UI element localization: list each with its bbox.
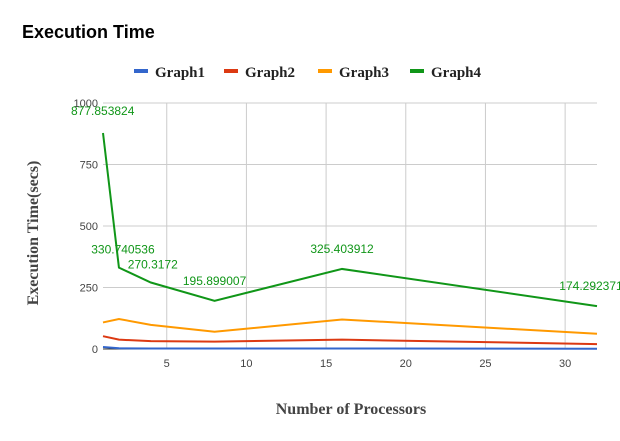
x-tick-label: 10 [240,358,252,370]
y-axis-title: Execution Time(secs) [25,161,42,306]
gridlines [103,102,597,350]
data-label: 270.3172 [128,258,178,272]
x-tick-label: 25 [479,358,491,370]
legend-label: Graph4 [431,65,482,81]
legend-label: Graph1 [155,65,205,81]
legend-label: Graph2 [245,65,295,81]
chart-title: Execution Time [22,22,155,42]
data-label: 330.740536 [91,243,155,257]
x-tick-label: 5 [164,358,170,370]
legend-label: Graph3 [339,65,389,81]
x-axis-title: Number of Processors [276,401,427,418]
series-line-graph3 [102,317,598,335]
legend: Graph1 Graph2 Graph3 Graph4 [134,65,482,81]
x-tick-label: 30 [559,358,571,370]
data-label: 195.899007 [183,274,247,288]
series-line-graph1 [102,346,598,350]
x-tick-labels: 5 10 15 20 25 30 [164,358,572,370]
x-tick-label: 20 [400,358,412,370]
series-line-graph4 [102,132,598,308]
data-label: 877.853824 [71,104,135,118]
series-line-graph2 [102,335,598,346]
y-tick-label: 250 [80,283,98,295]
data-label: 174.292371 [559,279,620,293]
y-tick-label: 500 [80,221,98,233]
y-tick-label: 1000 [74,98,98,110]
series-lines [102,132,598,350]
y-tick-label: 0 [92,344,98,356]
y-tick-labels: 0 250 500 750 1000 [74,98,98,356]
x-tick-label: 15 [320,358,332,370]
data-label: 325.403912 [310,242,374,256]
y-tick-label: 750 [80,160,98,172]
